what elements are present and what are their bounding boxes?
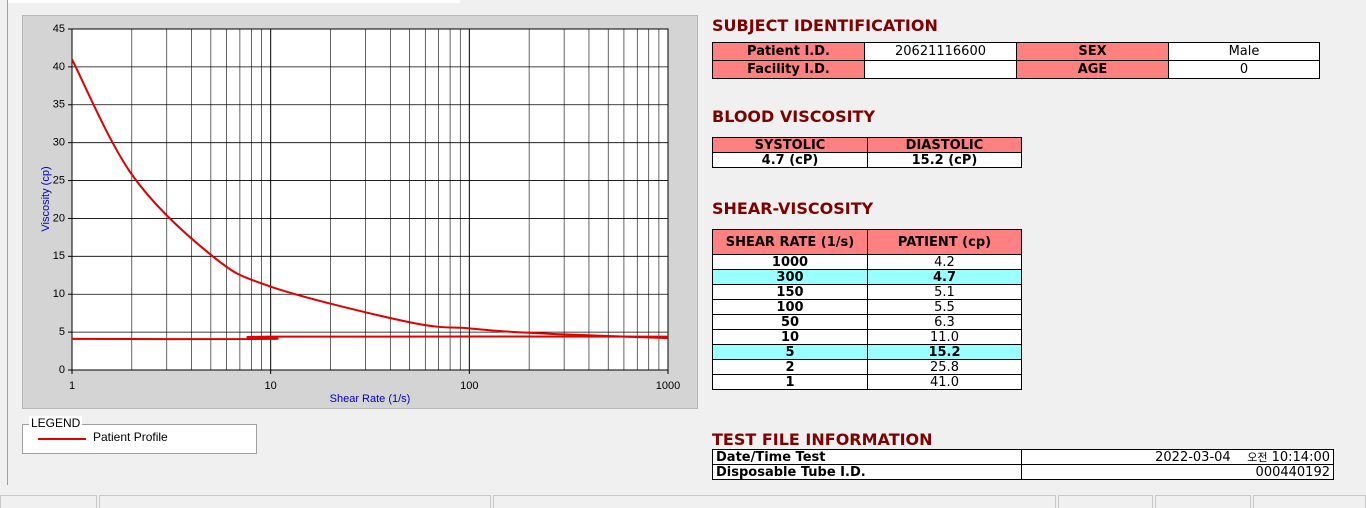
cell: 10 [712,329,868,345]
legend-label: Patient Profile [93,430,168,444]
y-tick-label: 20 [53,212,65,224]
status-pane [1253,495,1366,508]
section-title: SUBJECT IDENTIFICATION [712,16,938,35]
row: 100 5.5 [712,299,1022,315]
plot-area [71,28,669,371]
cell: PATIENT (cp) [867,229,1022,255]
y-tick-label: 25 [53,174,65,186]
cell: Date/Time Test [712,449,1022,465]
cell: Patient I.D. [712,42,865,61]
y-tick-label: 45 [53,23,65,35]
series-line [71,335,669,341]
section-title: BLOOD VISCOSITY [712,107,876,126]
cell: 1000 [712,254,868,270]
cell: 6.3 [867,314,1022,330]
date: 2022-03-04 [1155,449,1231,465]
cell: 50 [712,314,868,330]
x-tick-label: 100 [460,380,478,392]
cell: 000440192 [1021,464,1334,480]
chart: Shear Rate (1/s) Viscosity (cp) 0 5 10 15 20… [22,15,698,409]
row: 1000 4.2 [712,254,1022,270]
cell: 1 [712,374,868,390]
status-pane [0,495,97,508]
section-title: TEST FILE INFORMATION [712,430,933,449]
cell: Disposable Tube I.D. [712,464,1022,480]
cell: 41.0 [867,374,1022,390]
cell: 25.8 [867,359,1022,375]
row: 150 5.1 [712,284,1022,300]
cell: 4.7 [867,269,1022,285]
y-tick-label: 35 [53,99,65,111]
cell: SEX [1016,42,1169,61]
row: 50 6.3 [712,314,1022,330]
status-pane [493,495,1056,508]
cell: Male [1168,42,1320,61]
cell: 5 [712,344,868,360]
cell: AGE [1016,60,1169,79]
status-pane [99,495,491,508]
x-tick-label: 1000 [656,380,680,392]
y-tick-label: 30 [53,137,65,149]
status-pane [1155,495,1251,508]
ampm: 오전 [1247,450,1268,464]
cell: 11.0 [867,329,1022,345]
cell: 300 [712,269,868,285]
legend: LEGEND Patient Profile [22,416,257,454]
cell: 100 [712,299,868,315]
cell: 2022-03-04 오전 10:14:00 [1021,449,1334,465]
cell: 15.2 (cP) [867,152,1022,168]
y-tick-label: 40 [53,61,65,73]
cell: DIASTOLIC [867,137,1022,153]
cell: 2 [712,359,868,375]
row: 300 4.7 [712,269,1022,285]
top-strip [8,0,460,3]
section-title: SHEAR-VISCOSITY [712,199,874,218]
test-file-table: Date/Time Test 2022-03-04 오전 10:14:00 Di… [712,449,1334,480]
window-border [7,0,8,485]
y-axis-label: Viscosity (cp) [40,166,52,231]
y-tick-label: 10 [53,288,65,300]
x-tick-label: 1 [69,380,75,392]
time: 10:14:00 [1271,449,1330,465]
cell: 4.2 [867,254,1022,270]
y-tick-label: 15 [53,250,65,262]
x-tick-label: 10 [265,380,277,392]
row: 1 41.0 [712,374,1022,390]
cell: 15.2 [867,344,1022,360]
cell: Facility I.D. [712,60,865,79]
cell: 20621116600 [864,42,1017,61]
cell: 5.1 [867,284,1022,300]
shear-table: SHEAR RATE (1/s) PATIENT (cp) 1000 4.2 300 4… [712,229,1022,390]
legend-title: LEGEND [29,416,83,430]
blood-table: SYSTOLIC DIASTOLIC 4.7 (cP) 15.2 (cP) [712,137,1022,168]
cell: 4.7 (cP) [712,152,868,168]
cell: 5.5 [867,299,1022,315]
y-tick-label: 5 [59,326,65,338]
row: 2 25.8 [712,359,1022,375]
cell [864,60,1017,79]
cell: SHEAR RATE (1/s) [712,229,868,255]
row: 10 11.0 [712,329,1022,345]
cell: 0 [1168,60,1320,79]
y-tick-label: 0 [59,364,65,376]
cell: 150 [712,284,868,300]
legend-swatch [38,438,86,440]
series-line [71,58,669,340]
cell: SYSTOLIC [712,137,868,153]
subject-table: Patient I.D. 20621116600 SEX Male Facility … [712,42,1320,79]
row: 5 15.2 [712,344,1022,360]
status-pane [1058,495,1153,508]
x-axis-label: Shear Rate (1/s) [330,393,411,405]
